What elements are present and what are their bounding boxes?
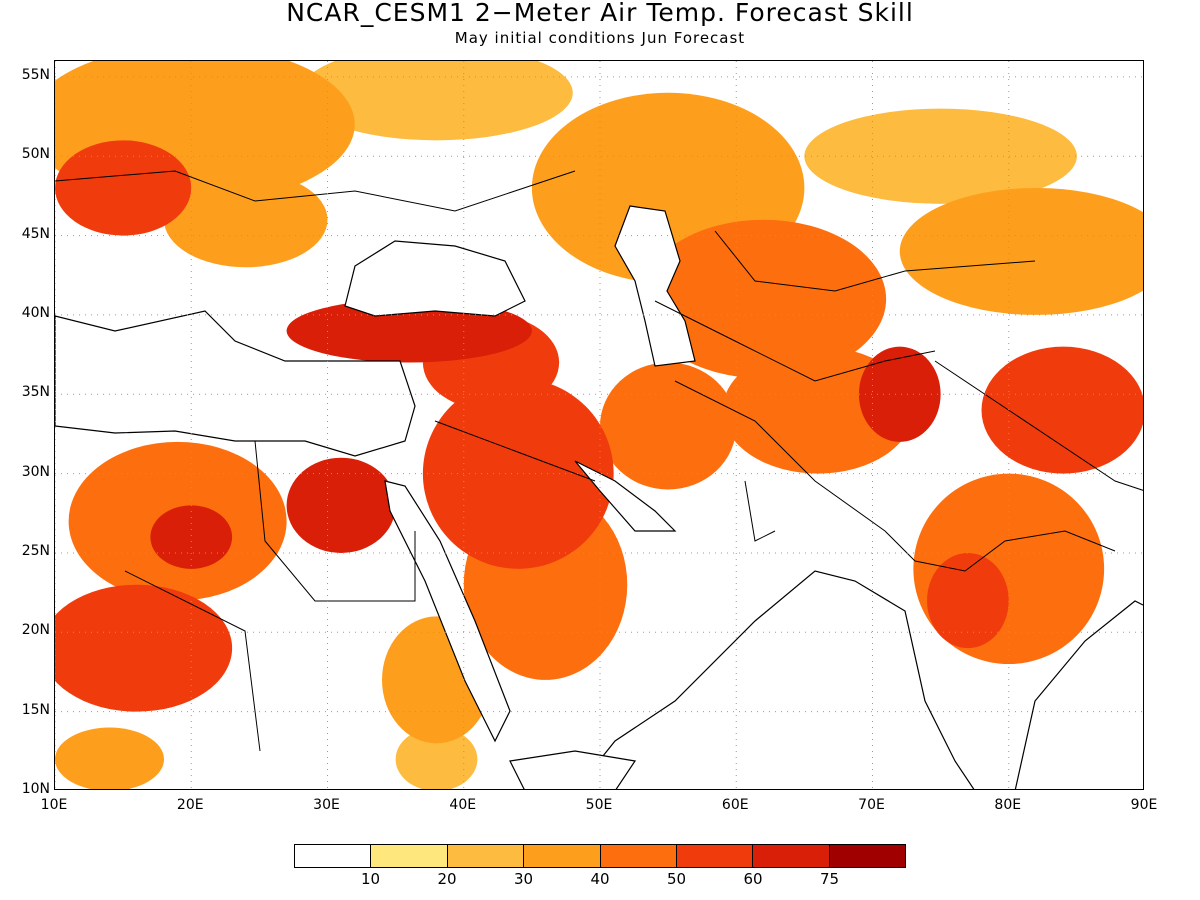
border-line	[674, 380, 916, 562]
border-line	[714, 230, 1036, 292]
border-line	[55, 170, 576, 212]
colorbar-swatch	[829, 845, 905, 867]
border-layer	[55, 170, 1143, 752]
colorbar-tick-label: 30	[513, 870, 534, 888]
black-sea	[344, 240, 526, 317]
border-line	[934, 360, 1143, 491]
skill-region	[899, 187, 1143, 315]
latitude-label: 10N	[21, 781, 50, 797]
longitude-label: 60E	[721, 797, 749, 813]
colorbar-tick-label: 50	[666, 870, 687, 888]
persian-gulf	[574, 460, 677, 532]
longitude-label: 40E	[449, 797, 477, 813]
latitude-label: 35N	[21, 384, 50, 401]
mediterranean-sea	[55, 310, 416, 457]
colorbar-swatch	[753, 845, 830, 867]
border-line	[254, 440, 416, 602]
latitude-label: 20N	[21, 622, 50, 639]
map-title: NCAR_CESM1 2−Meter Air Temp. Forecast Sk…	[286, 0, 914, 27]
skill-region	[927, 552, 1009, 649]
colorbar-swatch	[295, 845, 372, 867]
latitude-label: 25N	[21, 542, 50, 559]
longitude-label: 10E	[40, 797, 68, 813]
skill-map	[55, 61, 1143, 789]
colorbar-tick-label: 10	[360, 870, 381, 888]
skill-region	[422, 378, 614, 569]
skill-colorbar	[294, 844, 906, 868]
colorbar-swatch	[600, 845, 677, 867]
arabian-sea	[575, 570, 975, 789]
skill-region	[286, 299, 532, 363]
latitude-label: 45N	[21, 225, 50, 242]
skill-region	[286, 457, 396, 553]
colorbar-tick-label: 60	[743, 870, 763, 888]
border-line	[124, 570, 261, 752]
latitude-label: 40N	[21, 304, 50, 321]
border-line	[654, 300, 936, 382]
skill-region	[164, 172, 328, 268]
gulf-of-aden	[509, 750, 637, 789]
skill-region	[858, 346, 941, 442]
colorbar-swatch	[524, 845, 601, 867]
skill-region	[395, 727, 478, 789]
skill-region	[981, 346, 1143, 474]
border-line	[914, 530, 1116, 572]
longitude-label: 30E	[313, 797, 340, 813]
colorbar-swatch	[676, 845, 754, 867]
skill-region	[640, 219, 887, 379]
red-sea	[384, 480, 511, 743]
skill-region	[804, 108, 1077, 204]
longitude-label: 70E	[858, 797, 885, 813]
map-subtitle: May initial conditions Jun Forecast	[454, 29, 746, 47]
colorbar-tick-label: 20	[437, 870, 457, 888]
latitude-label: 30N	[21, 463, 50, 480]
skill-region	[300, 61, 573, 141]
skill-region	[55, 727, 164, 789]
colorbar-swatch	[447, 845, 525, 867]
longitude-label: 50E	[585, 797, 613, 813]
border-line	[744, 480, 776, 542]
colorbar-tick-label: 75	[819, 870, 840, 888]
skill-region	[600, 362, 737, 490]
map-panel	[54, 60, 1144, 790]
latitude-label: 55N	[21, 66, 50, 83]
latitude-label: 50N	[21, 146, 50, 163]
latitude-label: 15N	[21, 701, 50, 718]
colorbar-swatch	[371, 845, 448, 867]
skill-region	[55, 140, 192, 236]
longitude-label: 20E	[176, 797, 204, 813]
skill-region	[55, 584, 233, 712]
bay-of-bengal	[1014, 600, 1143, 789]
longitude-label: 90E	[1130, 797, 1158, 813]
caspian-sea	[614, 205, 696, 367]
colorbar-tick-label: 40	[590, 870, 610, 888]
coastline-layer	[55, 205, 1143, 789]
longitude-label: 80E	[994, 797, 1022, 813]
border-line	[434, 420, 596, 482]
